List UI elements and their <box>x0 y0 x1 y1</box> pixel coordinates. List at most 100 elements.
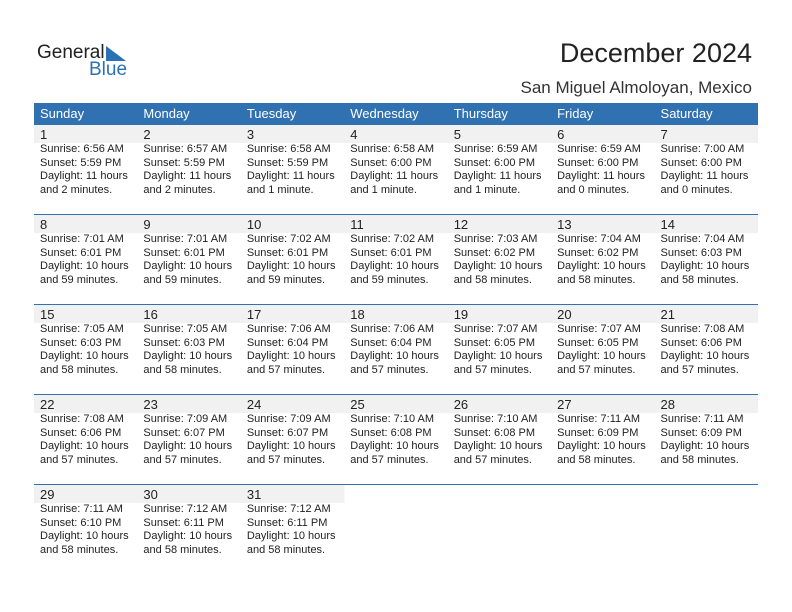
day-info: Sunrise: 7:11 AM Sunset: 6:10 PM Daylight:… <box>34 503 137 557</box>
day-daylight: Daylight: 11 hours <box>246 170 335 182</box>
day-sunrise: Sunrise: 6:58 AM <box>246 143 331 155</box>
day-sunset: Sunset: 6:03 PM <box>143 336 225 349</box>
day-sunrise: Sunrise: 7:11 AM <box>557 413 641 425</box>
day-sunrise: Sunrise: 7:06 AM <box>246 323 331 335</box>
day-sunrise: Sunrise: 7:10 AM <box>453 413 538 425</box>
day-number: 13 <box>557 217 572 232</box>
day-number: 3 <box>246 127 255 142</box>
day-sunset: Sunset: 6:00 PM <box>557 156 639 169</box>
day-number: 18 <box>350 307 365 322</box>
day-daylight2: and 0 minutes. <box>660 183 733 196</box>
day-sunrise: Sunrise: 7:01 AM <box>143 233 228 245</box>
week-row: 8 9 10 11 12 13 14 Sunrise: 7:01 AM Sunset: 6:01… <box>34 214 758 304</box>
day-daylight: Daylight: 10 hours <box>246 260 336 272</box>
day-sunrise: Sunrise: 7:00 AM <box>660 143 745 155</box>
weekday-friday: Friday <box>557 106 594 121</box>
empty-cell <box>448 503 551 557</box>
day-daylight: Daylight: 10 hours <box>350 350 439 362</box>
day-daylight: Daylight: 10 hours <box>40 260 129 272</box>
day-daylight2: and 59 minutes. <box>40 273 119 286</box>
day-sunset: Sunset: 6:06 PM <box>660 336 742 349</box>
day-info: Sunrise: 6:58 AM Sunset: 6:00 PM Daylight:… <box>344 143 447 197</box>
day-sunrise: Sunrise: 7:04 AM <box>557 233 641 245</box>
day-info: Sunrise: 7:08 AM Sunset: 6:06 PM Daylight:… <box>655 323 758 377</box>
day-daylight2: and 57 minutes. <box>660 363 739 376</box>
day-daylight: Daylight: 10 hours <box>40 350 129 362</box>
day-number: 22 <box>40 397 55 412</box>
day-sunrise: Sunrise: 7:07 AM <box>557 323 641 335</box>
day-daylight2: and 57 minutes. <box>350 453 429 466</box>
day-sunrise: Sunrise: 7:03 AM <box>453 233 538 245</box>
day-daylight2: and 57 minutes. <box>557 363 636 376</box>
day-daylight: Daylight: 11 hours <box>453 170 542 182</box>
week-row: 15 16 17 18 19 20 21 Sunrise: 7:05 AM Sunset: 6:… <box>34 304 758 394</box>
day-sunrise: Sunrise: 6:59 AM <box>557 143 641 155</box>
day-daylight2: and 58 minutes. <box>557 453 636 466</box>
day-daylight2: and 1 minute. <box>246 183 314 196</box>
day-daylight2: and 1 minute. <box>350 183 417 196</box>
day-daylight: Daylight: 10 hours <box>453 350 543 362</box>
day-sunrise: Sunrise: 7:04 AM <box>660 233 745 245</box>
day-sunset: Sunset: 6:01 PM <box>40 246 122 259</box>
day-info: Sunrise: 6:58 AM Sunset: 5:59 PM Daylight:… <box>241 143 344 197</box>
day-sunset: Sunset: 6:11 PM <box>246 516 328 529</box>
day-daylight2: and 57 minutes. <box>246 453 326 466</box>
day-daylight: Daylight: 11 hours <box>350 170 439 182</box>
weekday-tuesday: Tuesday <box>246 106 297 121</box>
day-number: 11 <box>350 217 364 232</box>
day-sunrise: Sunrise: 6:57 AM <box>143 143 228 155</box>
day-daylight: Daylight: 10 hours <box>143 440 233 452</box>
day-daylight2: and 57 minutes. <box>453 453 532 466</box>
day-daylight2: and 59 minutes. <box>350 273 429 286</box>
day-sunset: Sunset: 5:59 PM <box>143 156 225 169</box>
day-number: 27 <box>557 397 572 412</box>
day-daylight2: and 1 minute. <box>453 183 521 196</box>
day-daylight: Daylight: 10 hours <box>246 350 336 362</box>
day-sunrise: Sunrise: 7:12 AM <box>143 503 228 515</box>
day-number: 21 <box>660 307 675 322</box>
day-number: 10 <box>246 217 262 232</box>
location: San Miguel Almoloyan, Mexico <box>520 78 752 97</box>
day-info: Sunrise: 7:07 AM Sunset: 6:05 PM Daylight:… <box>448 323 551 377</box>
day-daylight: Daylight: 10 hours <box>143 260 233 272</box>
day-sunset: Sunset: 6:04 PM <box>246 336 329 349</box>
logo-general: General <box>37 42 105 63</box>
day-sunset: Sunset: 6:05 PM <box>453 336 536 349</box>
day-daylight: Daylight: 10 hours <box>246 530 336 542</box>
day-sunset: Sunset: 6:09 PM <box>557 426 639 439</box>
day-daylight: Daylight: 10 hours <box>143 530 233 542</box>
day-sunset: Sunset: 6:02 PM <box>453 246 536 259</box>
day-daylight: Daylight: 11 hours <box>557 170 645 182</box>
day-info: Sunrise: 7:09 AM Sunset: 6:07 PM Daylight:… <box>241 413 344 467</box>
day-sunset: Sunset: 6:04 PM <box>350 336 432 349</box>
day-sunrise: Sunrise: 7:12 AM <box>246 503 331 515</box>
day-sunset: Sunset: 6:08 PM <box>453 426 536 439</box>
day-number: 30 <box>143 487 158 502</box>
day-daylight: Daylight: 10 hours <box>557 350 646 362</box>
day-daylight2: and 58 minutes. <box>557 273 636 286</box>
day-sunset: Sunset: 6:10 PM <box>40 516 122 529</box>
empty-cell <box>344 503 447 557</box>
day-sunset: Sunset: 6:09 PM <box>660 426 742 439</box>
logo-blue: Blue <box>89 59 128 80</box>
day-sunset: Sunset: 6:00 PM <box>453 156 536 169</box>
day-sunrise: Sunrise: 6:58 AM <box>350 143 435 155</box>
day-sunrise: Sunrise: 7:05 AM <box>143 323 228 335</box>
day-daylight2: and 57 minutes. <box>246 363 326 376</box>
day-info: Sunrise: 7:09 AM Sunset: 6:07 PM Daylight:… <box>137 413 240 467</box>
day-number: 7 <box>660 127 668 142</box>
day-info: Sunrise: 7:06 AM Sunset: 6:04 PM Daylight:… <box>241 323 344 377</box>
day-sunrise: Sunrise: 6:59 AM <box>453 143 538 155</box>
day-daylight2: and 57 minutes. <box>40 453 119 466</box>
day-daylight2: and 58 minutes. <box>143 363 222 376</box>
day-daylight2: and 2 minutes. <box>143 183 216 196</box>
day-sunrise: Sunrise: 7:07 AM <box>453 323 538 335</box>
day-info: Sunrise: 7:08 AM Sunset: 6:06 PM Daylight:… <box>34 413 137 467</box>
day-sunset: Sunset: 6:03 PM <box>660 246 742 259</box>
day-sunrise: Sunrise: 7:01 AM <box>40 233 124 245</box>
day-sunset: Sunset: 6:00 PM <box>350 156 432 169</box>
empty-cell <box>448 485 551 503</box>
day-daylight2: and 58 minutes. <box>40 543 119 556</box>
day-sunset: Sunset: 6:07 PM <box>246 426 329 439</box>
weekday-thursday: Thursday <box>453 106 508 121</box>
